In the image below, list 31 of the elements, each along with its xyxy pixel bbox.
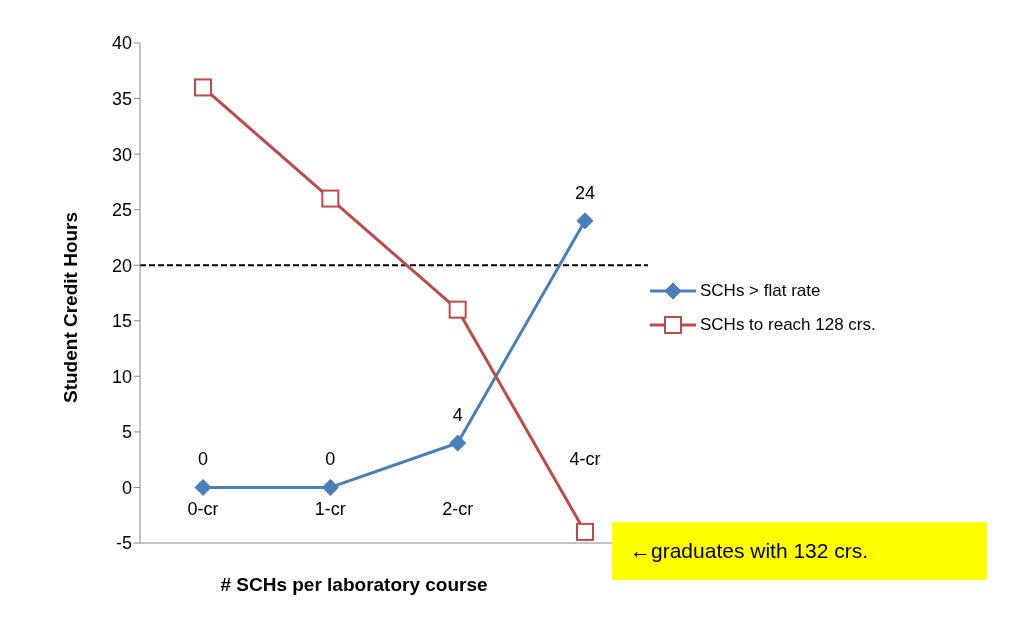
y-tick-label: 0	[121, 477, 132, 498]
y-axis-title: Student Credit Hours	[59, 211, 81, 403]
point	[576, 522, 594, 541]
x-tick-label: 2-cr	[442, 499, 474, 520]
data-label: 0	[325, 449, 336, 470]
y-tick-label: -5	[115, 533, 132, 554]
point	[449, 434, 467, 452]
point	[448, 300, 467, 319]
x-tick-label: 4-cr	[569, 449, 601, 470]
point	[194, 78, 212, 97]
point	[321, 189, 340, 208]
data-label: 24	[574, 182, 596, 203]
y-tick-label: 5	[121, 422, 132, 443]
x-tick-label: 1-cr	[314, 499, 346, 520]
point	[321, 478, 339, 496]
legend-label: SCHs to reach 128 crs.	[700, 315, 876, 335]
y-tick-label: 35	[111, 88, 132, 109]
y-tick-label: 20	[111, 255, 132, 276]
note-box: ←graduates with 132 crs.	[612, 522, 987, 580]
y-tick-label: 40	[111, 33, 132, 54]
data-label: 4	[452, 405, 463, 425]
data-label: 0	[197, 449, 209, 470]
legend-label: SCHs > flat rate	[700, 281, 821, 301]
point	[194, 478, 212, 496]
y-tick-label: 30	[111, 144, 132, 165]
y-tick-label: 10	[111, 366, 132, 387]
y-tick-label: 15	[111, 311, 132, 332]
y-tick-label: 25	[111, 200, 132, 221]
point	[576, 212, 594, 230]
x-tick-label: 0-cr	[187, 499, 219, 520]
x-axis-title: # SCHs per laboratory course	[220, 574, 488, 595]
